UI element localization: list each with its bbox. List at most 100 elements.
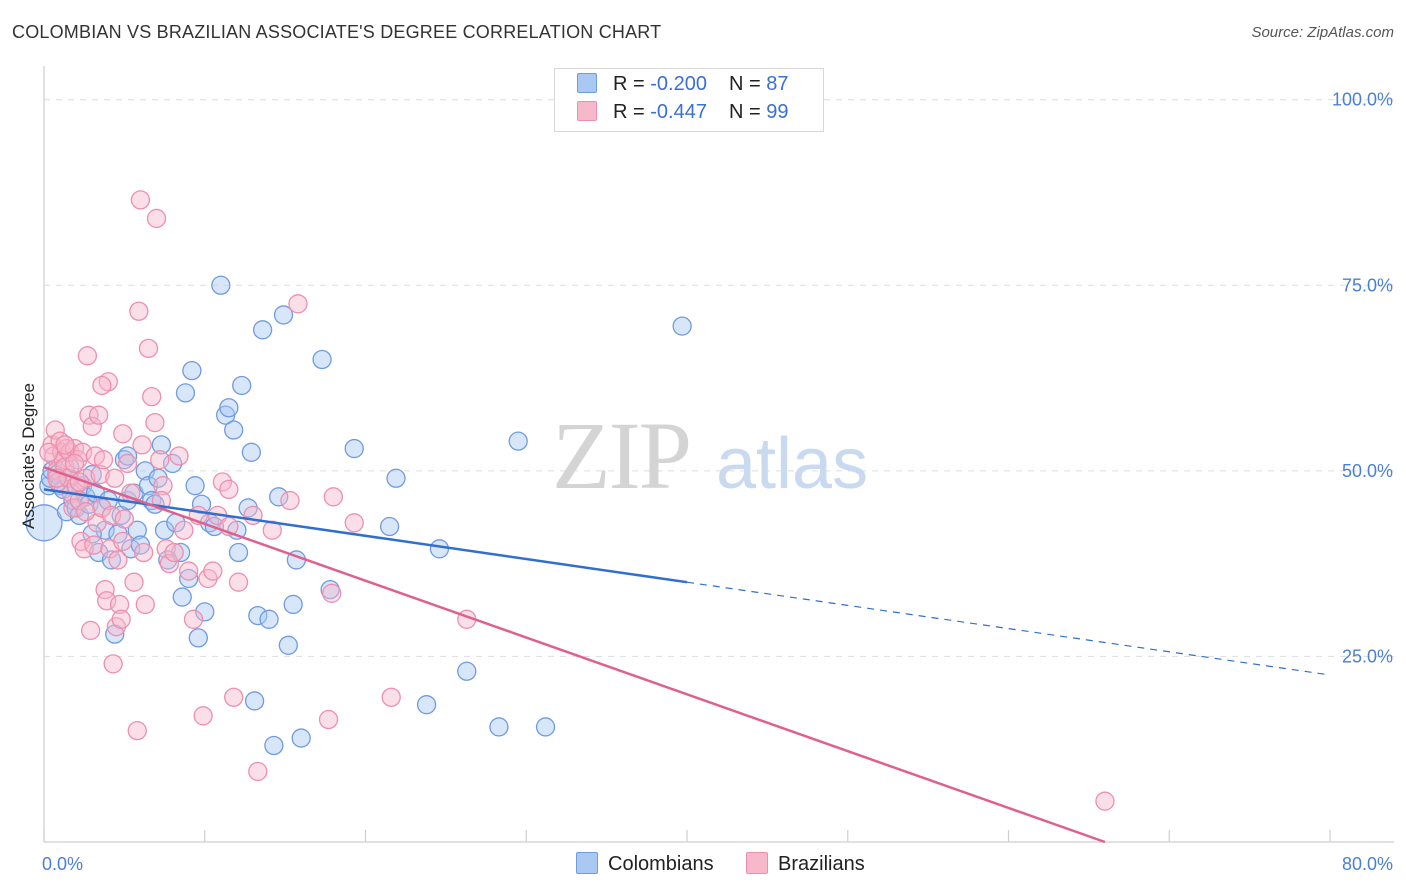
colombian-point <box>259 609 279 629</box>
brazilian-point <box>146 208 167 229</box>
brazilian-point <box>1095 791 1115 811</box>
colombian-point <box>138 476 159 496</box>
legend-swatch-pink <box>577 101 597 121</box>
brazilian-point <box>169 446 189 466</box>
brazilian-point <box>64 453 85 474</box>
colombian-point <box>114 450 135 470</box>
brazilians-trend-line <box>43 465 1106 844</box>
legend-row-colombians: R = -0.200 N = 87 <box>577 73 788 99</box>
brazilian-point <box>108 550 128 570</box>
colombian-point <box>175 383 196 403</box>
brazilian-point <box>174 520 194 540</box>
y-tick-label: 100.0% <box>1332 90 1393 110</box>
brazilian-point <box>90 464 110 485</box>
x-tick-label: 80.0% <box>1342 854 1393 874</box>
brazilian-point <box>103 654 123 674</box>
colombian-point <box>127 520 147 540</box>
brazilian-point <box>219 479 239 500</box>
y-axis-title: Associate's Degree <box>19 383 38 529</box>
legend-r-label: R = <box>613 73 651 95</box>
colombian-point <box>489 717 509 737</box>
brazilian-point <box>113 424 133 444</box>
brazilian-point <box>80 620 101 641</box>
bottom-legend-label: Brazilians <box>778 853 865 875</box>
brazilian-point <box>82 416 102 436</box>
colombian-point <box>429 539 450 559</box>
brazilian-point <box>113 531 133 552</box>
brazilian-point <box>84 535 104 555</box>
brazilian-point <box>117 453 138 474</box>
colombian-point <box>252 320 273 340</box>
brazilian-point <box>74 539 94 559</box>
bottom-legend-swatch-pink <box>746 852 768 874</box>
brazilian-point <box>111 609 131 629</box>
brazilian-point <box>89 405 109 425</box>
colombian-point <box>344 438 364 459</box>
colombian-point <box>25 504 63 542</box>
bottom-legend-label: Colombians <box>608 853 714 875</box>
colombian-point <box>211 275 231 295</box>
y-tick-label: 75.0% <box>1342 275 1393 295</box>
brazilian-point <box>318 709 339 730</box>
colombian-point <box>416 695 437 715</box>
watermark-atlas: atlas <box>716 424 868 504</box>
tick-labels: 25.0% 50.0% 75.0% 100.0% 0.0% 80.0% <box>42 90 1393 874</box>
colombian-point <box>312 349 332 370</box>
colombian-point <box>273 305 294 325</box>
y-tick-label: 50.0% <box>1342 461 1393 481</box>
brazilian-point <box>228 572 249 592</box>
colombian-point <box>172 587 192 607</box>
legend-n-label: N = <box>728 73 767 95</box>
brazilian-point <box>322 583 342 603</box>
x-tick-label: 0.0% <box>42 854 83 874</box>
brazilian-point <box>138 338 159 359</box>
brazilian-point <box>142 386 162 407</box>
colombian-point <box>188 628 208 648</box>
brazilian-point <box>105 468 125 488</box>
colombian-point <box>151 435 171 455</box>
colombian-point <box>535 717 556 737</box>
brazilian-point <box>381 687 401 707</box>
colombian-point <box>386 468 406 488</box>
brazilian-point <box>153 476 173 496</box>
colombian-point <box>117 446 138 466</box>
chart-title: COLOMBIAN VS BRAZILIAN ASSOCIATE'S DEGRE… <box>12 22 662 42</box>
colombian-point <box>264 735 284 756</box>
brazilian-point <box>150 450 170 470</box>
bottom-legend-brazilians: Brazilians <box>746 852 865 876</box>
colombian-point <box>291 728 311 748</box>
legend-n-value: 99 <box>766 101 789 123</box>
brazilian-point <box>39 442 59 462</box>
colombian-point <box>228 542 249 563</box>
bottom-legend: Colombians Brazilians <box>0 852 1406 878</box>
brazilian-point <box>323 487 344 507</box>
brazilian-point <box>344 513 364 533</box>
brazilian-point <box>164 542 184 563</box>
legend-swatch-blue <box>577 73 597 93</box>
brazilian-point <box>179 561 199 581</box>
colombian-point <box>248 605 268 626</box>
colombian-point <box>269 487 289 507</box>
brazilian-point <box>129 301 149 321</box>
legend-r-value: -0.200 <box>650 73 707 95</box>
brazilian-point <box>76 502 96 522</box>
brazilian-point <box>183 609 204 629</box>
colombian-point <box>278 635 298 655</box>
legend-row-brazilians: R = -0.447 N = 99 <box>577 101 788 127</box>
legend-n-value: 87 <box>766 73 789 95</box>
colombian-point <box>283 594 303 615</box>
colombian-point <box>185 476 205 496</box>
brazilians-points <box>39 190 1115 811</box>
brazilian-point <box>132 435 152 455</box>
watermark: ZIP atlas <box>552 402 868 509</box>
colombian-point <box>232 375 252 396</box>
brazilian-point <box>134 542 154 563</box>
brazilian-point <box>212 472 233 492</box>
colombian-point <box>241 442 262 462</box>
brazilian-point <box>130 190 151 210</box>
brazilian-point <box>203 561 223 581</box>
brazilian-point <box>135 594 155 615</box>
brazilian-point <box>114 509 135 529</box>
brazilian-point <box>280 490 300 511</box>
brazilian-point <box>288 294 308 314</box>
